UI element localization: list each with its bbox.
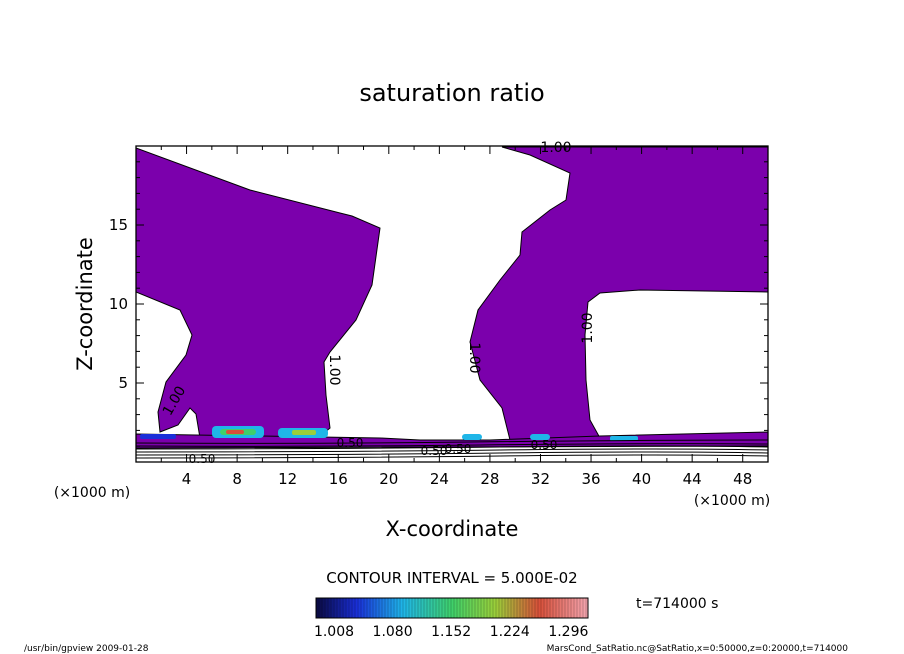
colorbar-tick-label: 1.296 — [548, 624, 588, 640]
colorbar-tick-label: 1.008 — [314, 624, 354, 640]
y-tick-label: 10 — [109, 295, 128, 313]
colorbar-tick-label: 1.152 — [431, 624, 471, 640]
x-tick-label: 28 — [480, 470, 499, 488]
contour-label: 1.00 — [580, 312, 596, 343]
x-tick-label: 8 — [232, 470, 242, 488]
contour-label: 0.50 — [189, 452, 216, 466]
y-tick-label: 15 — [109, 216, 128, 234]
x-tick-label: 4 — [182, 470, 192, 488]
x-axis-label: X-coordinate — [386, 517, 519, 541]
x-tick-label: 44 — [683, 470, 702, 488]
colorbar-ticks: 1.008 1.080 1.152 1.224 1.296 — [314, 624, 589, 640]
footer-right: MarsCond_SatRatio.nc@SatRatio,x=0:50000,… — [547, 644, 849, 654]
contour-label: 1.00 — [540, 140, 571, 156]
x-axis-ticks: 4 8 12 16 20 24 28 32 36 40 44 48 — [160, 146, 752, 488]
x-axis-unit: (×1000 m) — [694, 493, 770, 509]
contour-label: 0.50 — [531, 438, 558, 452]
chart-title: saturation ratio — [359, 79, 544, 107]
colorbar-stripes — [318, 598, 587, 618]
y-axis-unit: (×1000 m) — [54, 485, 130, 501]
contour-label: 0.50 — [421, 444, 448, 458]
y-axis-ticks: 5 10 15 — [109, 161, 768, 447]
contour-interval-label: CONTOUR INTERVAL = 5.000E-02 — [326, 569, 577, 587]
x-tick-label: 12 — [278, 470, 297, 488]
time-label: t=714000 s — [636, 596, 718, 612]
colorbar-tick-label: 1.080 — [373, 624, 413, 640]
x-tick-label: 16 — [329, 470, 348, 488]
x-tick-label: 48 — [733, 470, 752, 488]
x-tick-label: 36 — [581, 470, 600, 488]
colorbar-tick-label: 1.224 — [490, 624, 530, 640]
x-tick-label: 32 — [531, 470, 550, 488]
x-tick-label: 24 — [430, 470, 449, 488]
high-saturation-cells — [140, 426, 638, 441]
footer-left: /usr/bin/gpview 2009-01-28 — [24, 644, 149, 654]
contour-label: 1.00 — [466, 342, 482, 373]
y-tick-label: 5 — [118, 374, 128, 392]
colorbar — [315, 597, 589, 619]
contour-lines — [136, 439, 768, 459]
x-tick-label: 40 — [632, 470, 651, 488]
supersaturated-region-right — [469, 146, 768, 441]
y-axis-label: Z-coordinate — [73, 237, 97, 371]
contour-label: 0.50 — [337, 436, 364, 450]
x-tick-label: 20 — [379, 470, 398, 488]
plot-area — [136, 146, 768, 459]
contour-label: 1.00 — [326, 354, 342, 385]
contour-label: 0.50 — [445, 442, 472, 456]
